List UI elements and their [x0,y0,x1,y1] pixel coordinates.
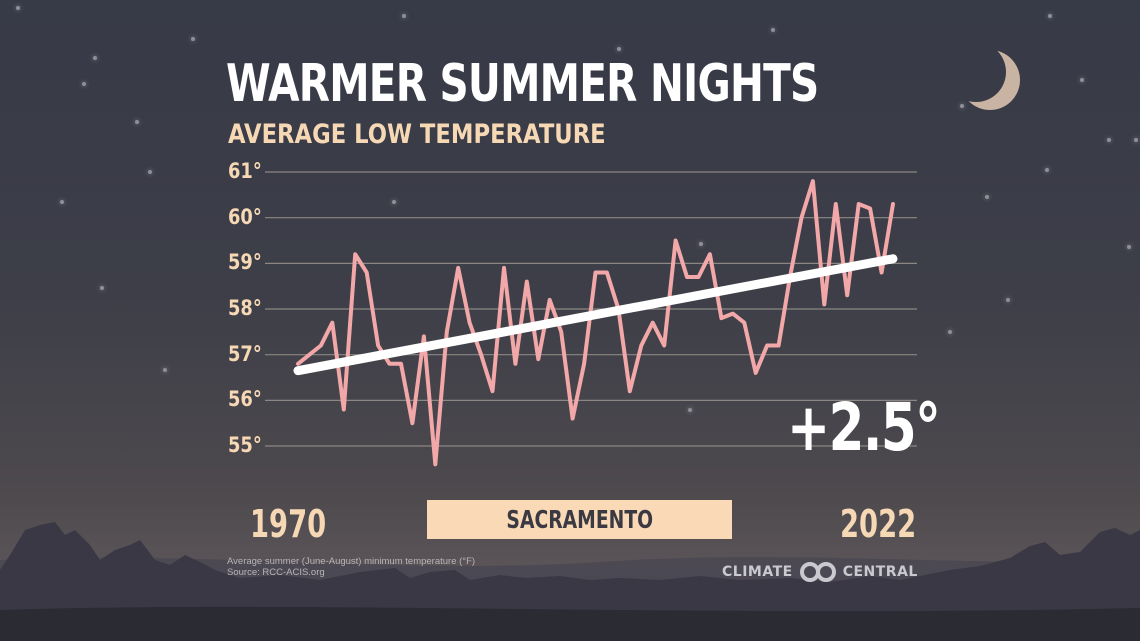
y-tick-label: 58° [228,296,262,320]
star-icon [1006,298,1010,302]
star-icon [948,330,952,334]
city-label-box: SACRAMENTO [427,500,732,539]
star-icon [163,368,167,372]
city-label: SACRAMENTO [506,505,653,534]
chart-title: WARMER SUMMER NIGHTS [226,54,819,114]
star-icon [1107,138,1111,142]
trend-line [293,254,898,376]
interlocking-circles-icon [798,562,838,582]
temperature-change-annotation: +2.5° [787,389,941,466]
star-icon [960,104,964,108]
star-icon [100,286,104,290]
star-icon [82,82,86,86]
star-icon [985,195,989,199]
y-tick-label: 57° [228,341,262,366]
star-icon [60,200,64,204]
y-tick-label: 59° [228,250,262,275]
y-tick-label: 61° [228,159,262,183]
y-tick-label: 56° [228,387,262,412]
tree-silhouette-background [0,522,1140,641]
star-icon [16,6,20,10]
star-icon [148,170,152,174]
y-tick-label: 55° [228,433,262,458]
climate-central-logo: CLIMATE CENTRAL [722,562,918,582]
star-icon [402,14,406,18]
star-icon [1048,14,1052,18]
star-icon [392,200,396,204]
star-icon [688,408,692,412]
star-icon [1134,138,1138,142]
brand-left-text: CLIMATE [722,564,793,580]
star-icon [699,242,703,246]
temperature-series-line [296,179,895,467]
chart-subtitle: AVERAGE LOW TEMPERATURE [228,119,606,150]
footnote-source: Source: RCC-ACIS.org [227,567,325,578]
star-icon [617,47,621,51]
brand-right-text: CENTRAL [842,564,918,580]
y-tick-label: 60° [228,204,262,229]
end-year-label: 2022 [840,502,917,546]
footnote: Average summer (June-August) minimum tem… [227,556,475,578]
star-icon [191,37,195,41]
star-icon [93,56,97,60]
star-icon [1127,245,1131,249]
star-icon [1045,168,1049,172]
start-year-label: 1970 [250,502,327,546]
footnote-description: Average summer (June-August) minimum tem… [227,556,476,567]
star-icon [771,28,775,32]
star-icon [1080,78,1084,82]
star-icon [135,120,139,124]
